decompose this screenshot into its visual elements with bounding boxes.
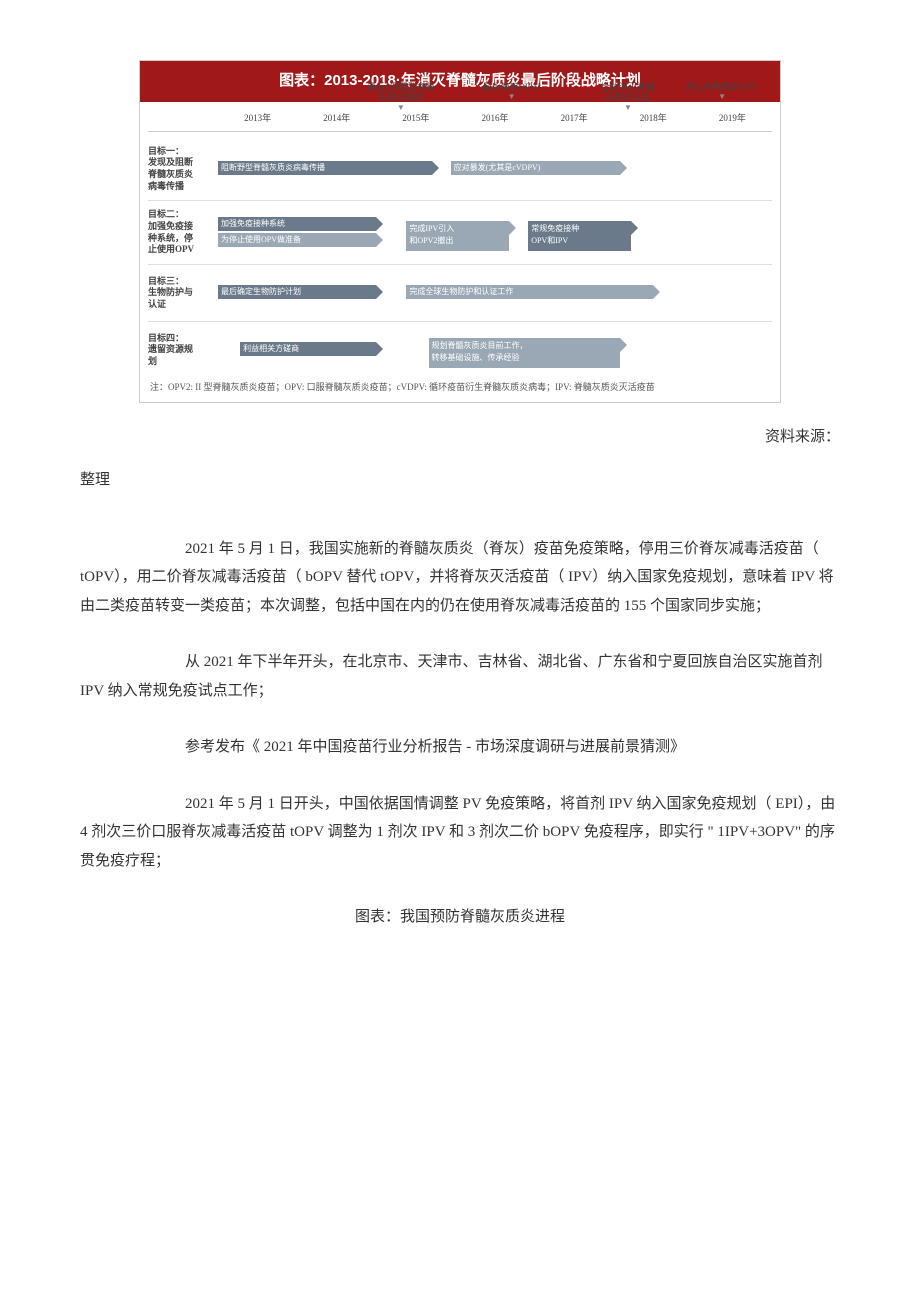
source-label: 资料来源： xyxy=(80,423,840,452)
goal-label: 目标四：遗留资源规划 xyxy=(148,333,218,368)
strategy-chart: 图表：2013-2018·年消灭脊髓灰质炎最后阶段战略计划 最后1例野型脊髓灰质… xyxy=(139,60,781,403)
goal-bars: 阻断野型脊髓灰质炎病毒传播 应对暴发(尤其是cVDPV) xyxy=(218,151,772,187)
goal-label: 目标二：加强免疫接种系统，停止使用OPV xyxy=(148,209,218,256)
gantt-bar: 常规免疫接种OPV和IPV xyxy=(528,221,631,251)
timeline-milestone: 全球消灭脊髓灰质炎认证▼ xyxy=(584,82,673,113)
chart-footnote: 注：OPV2: II 型脊髓灰质炎疫苗；OPV: 口服脊髓灰质炎疫苗；cVDPV… xyxy=(148,378,772,398)
gantt-bar: 为停止使用OPV做准备 xyxy=(218,233,376,247)
source-value: 整理 xyxy=(80,466,840,495)
paragraph-2: 从 2021 年下半年开头，在北京市、天津市、吉林省、湖北省、广东省和宁夏回族自… xyxy=(80,648,840,705)
goal-label: 目标一：发现及阻断脊髓灰质炎病毒传播 xyxy=(148,146,218,193)
year-label: 2016年 xyxy=(455,110,534,127)
chart-body: 最后1例野型脊髓灰质炎病例▼最后使用OPV2▼全球消灭脊髓灰质炎认证▼停止使用两… xyxy=(140,102,780,402)
goal-bars: 最后确定生物防护计划 完成全球生物防护和认证工作 xyxy=(218,275,772,311)
goal-row: 目标一：发现及阻断脊髓灰质炎病毒传播阻断野型脊髓灰质炎病毒传播 应对暴发(尤其是c… xyxy=(148,138,772,202)
goal-bars: 加强免疫接种系统为停止使用OPV做准备 完成IPV引入和OPV2撤出常规免疫接种O… xyxy=(218,215,772,251)
gantt-bar: 利益相关方磋商 xyxy=(240,342,376,356)
timeline-years: 最后1例野型脊髓灰质炎病例▼最后使用OPV2▼全球消灭脊髓灰质炎认证▼停止使用两… xyxy=(218,110,772,127)
timeline-milestone: 最后1例野型脊髓灰质炎病例▼ xyxy=(351,82,451,113)
paragraph-4: 2021 年 5 月 1 日开头，中国依据国情调整 PV 免疫策略，将首剂 IP… xyxy=(80,790,840,876)
timeline-header: 最后1例野型脊髓灰质炎病例▼最后使用OPV2▼全球消灭脊髓灰质炎认证▼停止使用两… xyxy=(148,110,772,132)
gantt-bar: 加强免疫接种系统 xyxy=(218,217,376,231)
paragraph-3: 参考发布《 2021 年中国疫苗行业分析报告 - 市场深度调研与进展前景猜测》 xyxy=(80,733,840,762)
year-label: 2013年 xyxy=(218,110,297,127)
goal-label: 目标三：生物防护与认证 xyxy=(148,276,218,311)
timeline-milestone: 停止使用两价OPV▼ xyxy=(672,82,772,102)
goal-bars: 利益相关方磋商 规划脊髓灰质炎目前工作，转移基础设施、传承经验 xyxy=(218,332,772,368)
gantt-bar: 完成IPV引入和OPV2撤出 xyxy=(406,221,509,251)
paragraph-5-chart-caption: 图表：我国预防脊髓灰质炎进程 xyxy=(80,903,840,932)
timeline-milestone: 最后使用OPV2▼ xyxy=(462,82,562,102)
gantt-bar: 规划脊髓灰质炎目前工作，转移基础设施、传承经验 xyxy=(429,338,620,368)
goal-row: 目标三：生物防护与认证最后确定生物防护计划 完成全球生物防护和认证工作 xyxy=(148,265,772,322)
gantt-bar: 应对暴发(尤其是cVDPV) xyxy=(451,161,620,175)
paragraph-1: 2021 年 5 月 1 日，我国实施新的脊髓灰质炎（脊灰）疫苗免疫策略，停用三… xyxy=(80,535,840,621)
gantt-bar: 完成全球生物防护和认证工作 xyxy=(406,285,653,299)
gantt-bar: 阻断野型脊髓灰质炎病毒传播 xyxy=(218,161,432,175)
gantt-bar: 最后确定生物防护计划 xyxy=(218,285,376,299)
goal-row: 目标二：加强免疫接种系统，停止使用OPV加强免疫接种系统为停止使用OPV做准备 完… xyxy=(148,201,772,265)
year-label: 2019年 xyxy=(693,110,772,127)
goal-row: 目标四：遗留资源规划 利益相关方磋商 规划脊髓灰质炎目前工作，转移基础设施、传承经验 xyxy=(148,322,772,378)
